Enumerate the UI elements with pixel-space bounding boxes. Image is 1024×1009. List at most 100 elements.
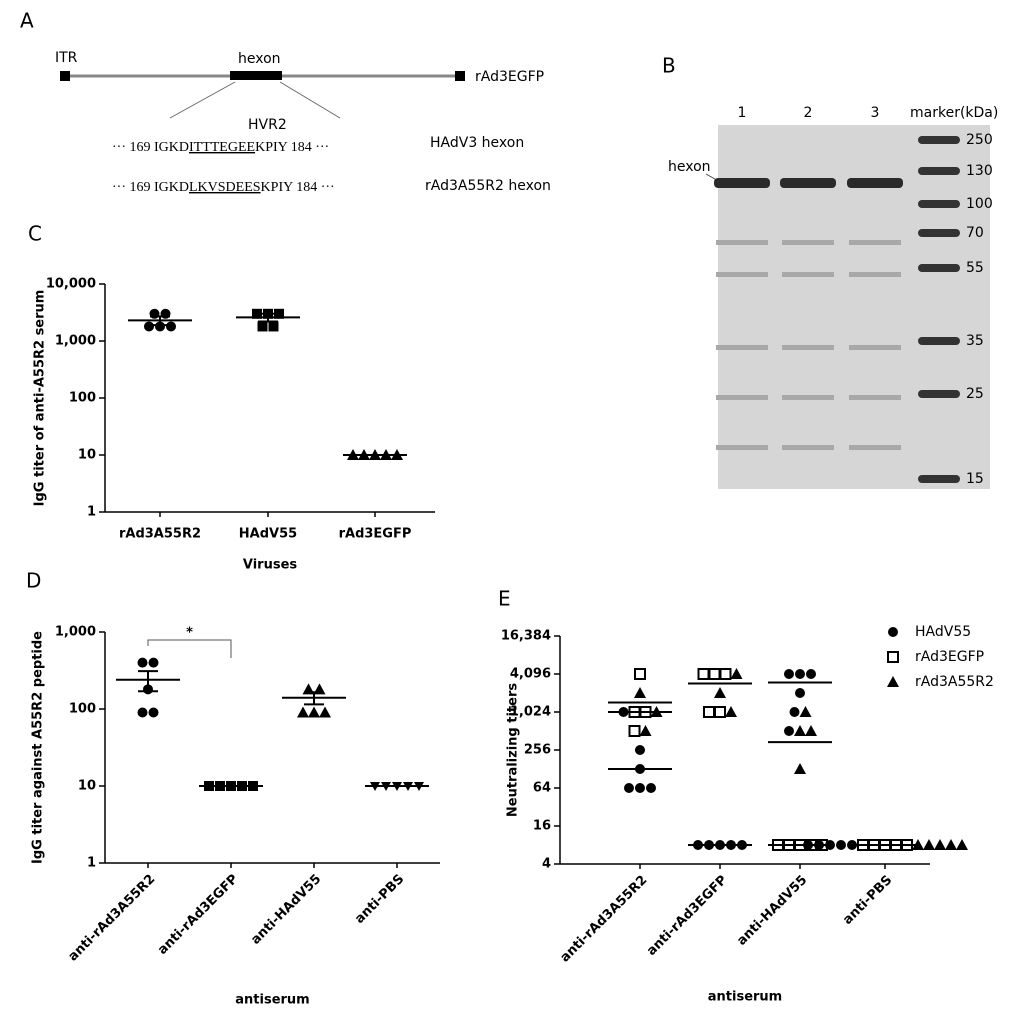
gel-band [782, 272, 834, 277]
y-tick-label: 1 [87, 505, 96, 520]
gel-band [716, 445, 768, 450]
x-tick-label: HAdV55 [239, 527, 297, 542]
marker-size: 55 [966, 260, 984, 276]
point [148, 707, 159, 718]
marker-band [918, 200, 960, 208]
point [714, 706, 726, 718]
gel-band [716, 395, 768, 400]
legend-marker [887, 651, 899, 663]
marker-band [918, 390, 960, 398]
point [799, 706, 812, 717]
construct-label: rAd3EGFP [475, 69, 544, 85]
x-axis-label: antiserum [708, 990, 782, 1005]
marker-title: marker(kDa) [910, 105, 998, 121]
seq-part: ITTTEGEE [189, 140, 255, 155]
x-tick-label: rAd3EGFP [339, 527, 412, 542]
point [639, 725, 652, 736]
x-tick-label: anti-rAd3EGFP [155, 872, 241, 958]
point [308, 706, 320, 718]
point [634, 687, 646, 698]
point [268, 321, 279, 332]
point [148, 657, 159, 668]
gel-band [716, 272, 768, 277]
point [708, 668, 721, 680]
legend-label: rAd3A55R2 [915, 674, 994, 690]
point [714, 687, 726, 698]
sequence: ··· 169 IGKDLKVSDEESKPIY 184 ··· [112, 180, 335, 195]
x-tick-label: anti-rAd3EGFP [644, 873, 730, 959]
significance-label: * [186, 626, 193, 641]
gel-band [716, 345, 768, 350]
point [725, 706, 737, 717]
y-tick-label: 4,096 [510, 667, 551, 682]
point [628, 725, 641, 737]
point [825, 840, 835, 850]
point [945, 839, 957, 850]
marker-band [918, 337, 960, 345]
marker-band [918, 167, 960, 175]
point [319, 706, 331, 718]
sequence: ··· 169 IGKDITTTEGEEKPIY 184 ··· [112, 140, 329, 155]
gel-band [849, 345, 901, 350]
y-tick-label: 16,384 [501, 629, 551, 644]
y-tick-label: 4 [542, 857, 551, 872]
zoom-line [279, 81, 341, 119]
point [166, 321, 176, 332]
marker-size: 250 [966, 132, 993, 148]
point [794, 763, 806, 774]
y-axis-label: IgG titer of anti-A55R2 serum [33, 290, 48, 507]
lane-label: 3 [871, 105, 880, 121]
point [297, 706, 309, 718]
y-axis-label: Neutralizing titers [506, 683, 521, 817]
point [847, 840, 857, 850]
point [934, 839, 946, 850]
point [784, 726, 794, 736]
gel-band [714, 178, 770, 188]
seq-part: LKVSDEES [189, 180, 261, 195]
gel-band [847, 178, 903, 188]
gel-band [782, 240, 834, 245]
hexon-box [230, 71, 282, 80]
x-tick-label: rAd3A55R2 [119, 527, 201, 542]
marker-size: 130 [966, 163, 993, 179]
marker-size: 25 [966, 386, 984, 402]
point [912, 839, 924, 850]
point [137, 657, 148, 668]
band-label: hexon [668, 159, 711, 175]
x-axis-label: antiserum [235, 993, 309, 1008]
y-tick-label: 1 [87, 856, 96, 871]
point [730, 668, 743, 679]
y-tick-label: 1,000 [55, 334, 96, 349]
itr-box [60, 71, 70, 81]
x-tick-label: anti-PBS [352, 872, 407, 927]
sequence-name: HAdV3 hexon [430, 135, 524, 151]
panel-letter: E [498, 587, 511, 611]
y-tick-label: 256 [524, 743, 551, 758]
y-tick-label: 1,000 [55, 625, 96, 640]
legend-marker [888, 627, 898, 637]
marker-band [918, 136, 960, 144]
seq-part: ··· 169 IGKD [112, 140, 189, 155]
legend-label: HAdV55 [915, 624, 971, 640]
legend-label: rAd3EGFP [915, 649, 984, 665]
marker-band [918, 229, 960, 237]
y-axis-label: IgG titer against A55R2 peptide [31, 631, 46, 864]
marker-size: 35 [966, 333, 984, 349]
y-tick-label: 10 [78, 448, 96, 463]
y-tick-label: 64 [533, 781, 551, 796]
point [252, 308, 262, 319]
seq-part: ··· 169 IGKD [112, 180, 189, 195]
marker-size: 70 [966, 225, 984, 241]
y-tick-label: 1,024 [510, 705, 551, 720]
region-label: HVR2 [248, 117, 287, 133]
point [956, 839, 968, 850]
point [803, 840, 813, 850]
seq-part: KPIY 184 ··· [255, 140, 329, 155]
point [784, 669, 794, 679]
point [795, 669, 805, 679]
marker-band [918, 475, 960, 483]
seq-part: KPIY 184 ··· [261, 180, 335, 195]
point [794, 725, 806, 736]
point [836, 840, 846, 850]
